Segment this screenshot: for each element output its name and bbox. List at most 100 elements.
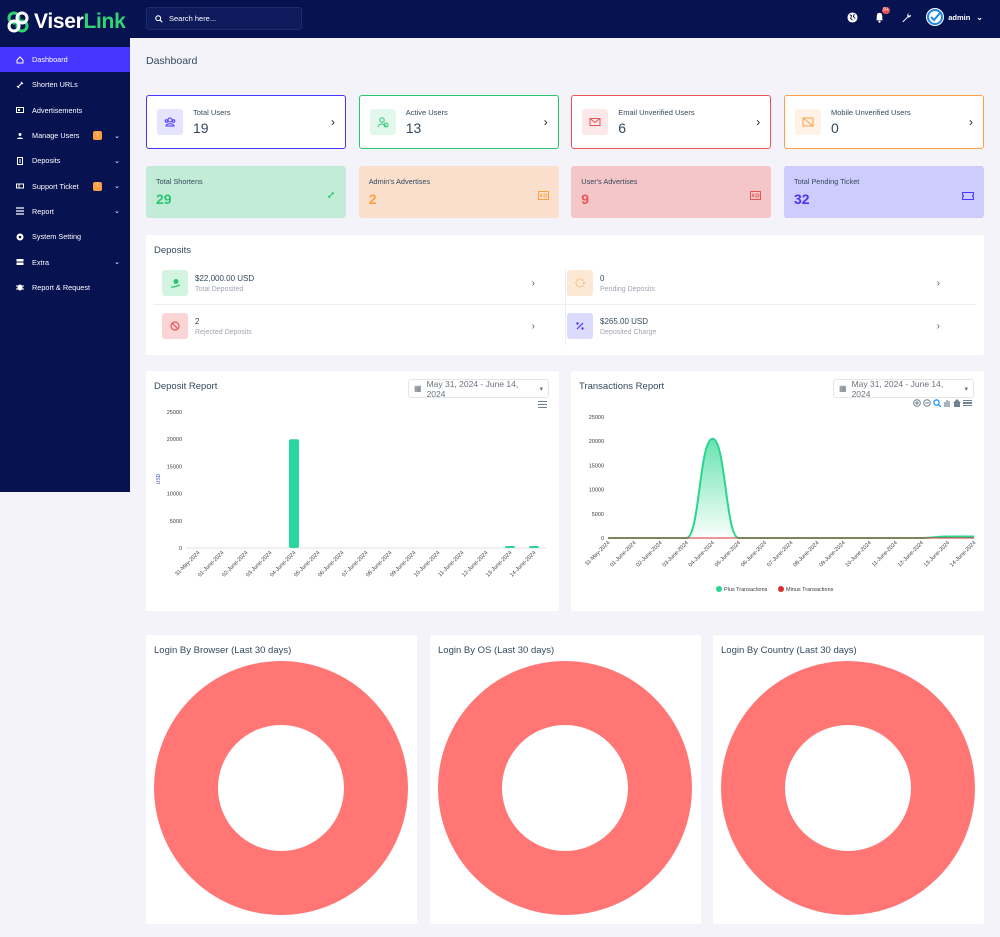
- pan-icon[interactable]: [943, 399, 951, 407]
- ticket-icon: [962, 192, 974, 200]
- widget-total-pending-ticket[interactable]: Total Pending Ticket 32: [784, 166, 984, 218]
- sidebar-item-support-ticket[interactable]: Support Ticket ! ⌄: [0, 173, 130, 198]
- sidebar-item-extra[interactable]: Extra ⌄: [0, 249, 130, 274]
- sidebar-item-deposits[interactable]: Deposits ⌄: [0, 148, 130, 173]
- sidebar-item-label: Report & Request: [32, 282, 91, 292]
- x-tick-label: 08-June-2024: [792, 540, 820, 568]
- mobile-slash-icon: [802, 117, 814, 127]
- link-icon: [327, 191, 335, 199]
- y-tick-label: 10000: [167, 492, 182, 498]
- deposit-label: Total Deposited: [195, 285, 244, 293]
- sidebar-item-system-setting[interactable]: System Setting: [0, 224, 130, 249]
- chevron-right-icon[interactable]: ›: [531, 277, 535, 289]
- transactions-date-range-picker[interactable]: ▦ May 31, 2024 - June 14, 2024 ▾: [833, 378, 974, 399]
- avatar: [926, 8, 945, 26]
- widget-total-users[interactable]: Total Users 19 ›: [146, 95, 346, 149]
- chevron-right-icon[interactable]: ›: [936, 320, 940, 332]
- deposit-icon: [16, 156, 24, 165]
- legend-marker[interactable]: [716, 586, 722, 592]
- deposit-item-rejected-deposits[interactable]: 2 Rejected Deposits ›: [146, 305, 547, 347]
- widget-active-users[interactable]: Active Users 13 ›: [358, 95, 559, 149]
- legend-label[interactable]: Plus Transactions: [724, 587, 768, 593]
- user-menu[interactable]: admin ⌄: [926, 8, 983, 26]
- ad-icon: [16, 106, 24, 114]
- widget-total-shortens[interactable]: Total Shortens 29: [146, 166, 346, 218]
- bug-icon: [16, 283, 24, 291]
- widget-value: 19: [193, 120, 209, 136]
- transactions-report-title: Transactions Report: [579, 381, 665, 392]
- sidebar-nav: Dashboard Shorten URLs Advertisements Ma…: [0, 47, 130, 300]
- widget-icon-box: [369, 109, 396, 135]
- widget-label: Total Pending Ticket: [794, 177, 860, 186]
- deposit-item-deposited-charge[interactable]: $265.00 USD Deposited Charge ›: [551, 305, 952, 347]
- legend-marker[interactable]: [778, 586, 784, 592]
- brand-logo[interactable]: ViserLink: [0, 0, 130, 44]
- search-input[interactable]: Search here...: [146, 7, 302, 30]
- sidebar-item-manage-users[interactable]: Manage Users ! ⌄: [0, 123, 130, 148]
- widget-label: Active Users: [405, 108, 448, 117]
- widget-admin-s-advertises[interactable]: Admin's Advertises 2: [358, 166, 559, 218]
- chevron-down-icon: ⌄: [114, 183, 120, 191]
- chevron-right-icon[interactable]: ›: [936, 277, 940, 289]
- globe-icon[interactable]: [845, 10, 859, 24]
- y-tick-label: 5000: [170, 519, 182, 525]
- sidebar-item-label: Deposits: [32, 156, 61, 166]
- deposit-bar-chart: 0500010000150002000025000USD31-May-20240…: [156, 410, 546, 578]
- zoom-out-icon[interactable]: [923, 399, 931, 407]
- x-tick-label: 06-June-2024: [740, 540, 768, 568]
- zoom-in-icon[interactable]: [913, 399, 921, 407]
- bar[interactable]: [529, 546, 539, 548]
- date-range-text: May 31, 2024 - June 14, 2024: [851, 378, 944, 399]
- alert-badge: !: [93, 131, 103, 141]
- bell-icon[interactable]: 9+: [872, 7, 891, 24]
- sidebar-item-advertisements[interactable]: Advertisements: [0, 98, 130, 123]
- widget-value: 2: [368, 191, 377, 207]
- donut-card-1: Login By OS (Last 30 days): [430, 635, 701, 924]
- donut-title: Login By Country (Last 30 days): [721, 645, 857, 656]
- bar[interactable]: [505, 546, 515, 548]
- chart-menu-icon[interactable]: [538, 401, 547, 408]
- wrench-icon[interactable]: [899, 10, 913, 24]
- reset-zoom-icon[interactable]: [953, 399, 961, 407]
- donut-slice[interactable]: [154, 661, 408, 915]
- sidebar-item-shorten-urls[interactable]: Shorten URLs: [0, 72, 130, 97]
- sidebar-item-report[interactable]: Report ⌄: [0, 199, 130, 224]
- deposit-report-card: Deposit Report ▦ May 31, 2024 - June 14,…: [146, 371, 559, 611]
- list-icon: [16, 207, 24, 216]
- deposit-date-range-picker[interactable]: ▦ May 31, 2024 - June 14, 2024 ▾: [408, 379, 549, 399]
- line-plus-transactions[interactable]: [608, 437, 974, 539]
- chevron-down-icon: ⌄: [114, 208, 120, 216]
- widget-user-s-advertises[interactable]: User's Advertises 9: [571, 166, 772, 218]
- donut-slice[interactable]: [438, 661, 692, 915]
- sidebar-item-label: Shorten URLs: [32, 80, 78, 90]
- donut-card-2: Login By Country (Last 30 days): [713, 635, 984, 924]
- legend-label[interactable]: Minus Transactions: [786, 587, 834, 593]
- deposit-item-pending-deposits[interactable]: 0 Pending Deposits ›: [551, 262, 952, 304]
- hand-money-icon: [162, 270, 188, 296]
- donut-slice[interactable]: [721, 661, 975, 915]
- bar[interactable]: [289, 439, 299, 548]
- sidebar-item-report-request[interactable]: Report & Request: [0, 275, 130, 300]
- chevron-right-icon[interactable]: ›: [543, 115, 548, 129]
- chevron-right-icon[interactable]: ›: [756, 115, 761, 129]
- chevron-right-icon[interactable]: ›: [969, 115, 973, 129]
- sidebar-item-label: Dashboard: [32, 55, 68, 65]
- x-tick-label: 02-June-2024: [635, 540, 663, 568]
- chevron-right-icon[interactable]: ›: [331, 115, 335, 129]
- donut-chart: [437, 660, 693, 916]
- x-tick-label: 05-June-2024: [714, 540, 742, 568]
- x-tick-label: 13-June-2024: [923, 540, 951, 568]
- widget-email-unverified-users[interactable]: Email Unverified Users 6 ›: [571, 95, 772, 149]
- donut-chart: [720, 660, 976, 916]
- deposit-item-total-deposited[interactable]: $22,000.00 USD Total Deposited ›: [146, 262, 547, 304]
- chart-menu-icon[interactable]: [963, 399, 972, 407]
- widget-mobile-unverified-users[interactable]: Mobile Unverified Users 0 ›: [784, 95, 984, 149]
- zoom-select-icon[interactable]: [933, 399, 941, 407]
- widget-value: 29: [156, 191, 172, 207]
- chevron-right-icon[interactable]: ›: [531, 320, 535, 332]
- deposit-label: Pending Deposits: [600, 285, 655, 293]
- widget-icon-box: [582, 109, 609, 135]
- sidebar-item-dashboard[interactable]: Dashboard: [0, 47, 130, 73]
- sidebar-item-label: Support Ticket: [32, 181, 79, 191]
- server-icon: [16, 258, 24, 266]
